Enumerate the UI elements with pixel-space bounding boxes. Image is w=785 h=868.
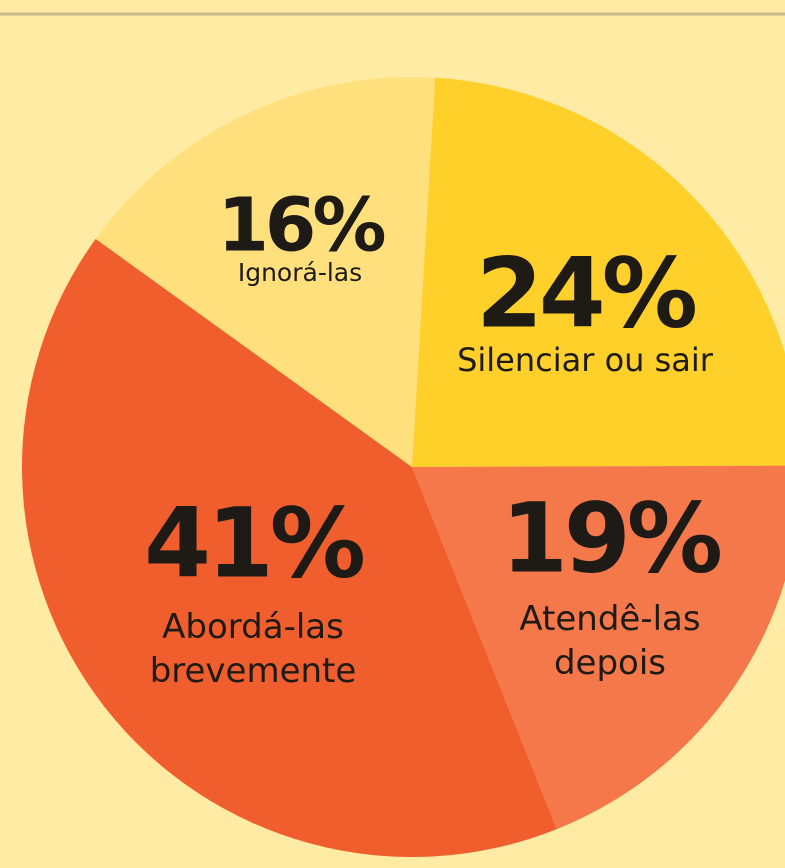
value-label: 24%: [476, 237, 696, 349]
value-label: 16%: [217, 183, 384, 269]
category-label: Atendê-las depois: [519, 599, 700, 683]
value-label: 19%: [501, 482, 721, 594]
value-label: 41%: [144, 487, 364, 599]
pie-slice: [21, 238, 557, 858]
pie-slice: [412, 465, 785, 830]
category-label: Silenciar ou sair: [457, 341, 714, 379]
category-label: Ignorá-las: [238, 258, 362, 287]
pie-slice: [95, 77, 436, 468]
category-label: Abordá-las brevemente: [150, 607, 357, 691]
pie-slice: [412, 77, 785, 467]
